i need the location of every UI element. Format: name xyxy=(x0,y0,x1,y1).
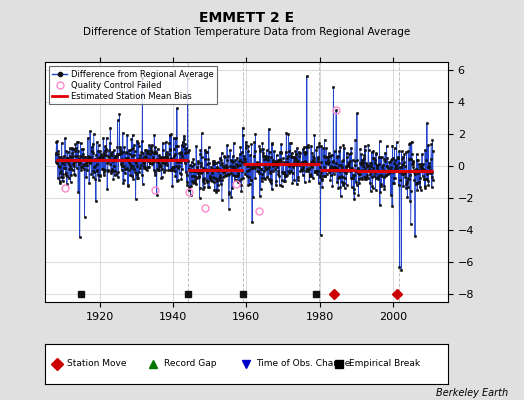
Text: Time of Obs. Change: Time of Obs. Change xyxy=(256,360,351,368)
Text: Berkeley Earth: Berkeley Earth xyxy=(436,388,508,398)
Text: Difference of Station Temperature Data from Regional Average: Difference of Station Temperature Data f… xyxy=(83,27,410,37)
Text: Record Gap: Record Gap xyxy=(163,360,216,368)
Legend: Difference from Regional Average, Quality Control Failed, Estimated Station Mean: Difference from Regional Average, Qualit… xyxy=(49,66,217,104)
Text: Station Move: Station Move xyxy=(67,360,126,368)
Text: EMMETT 2 E: EMMETT 2 E xyxy=(199,11,294,25)
Text: Empirical Break: Empirical Break xyxy=(349,360,420,368)
